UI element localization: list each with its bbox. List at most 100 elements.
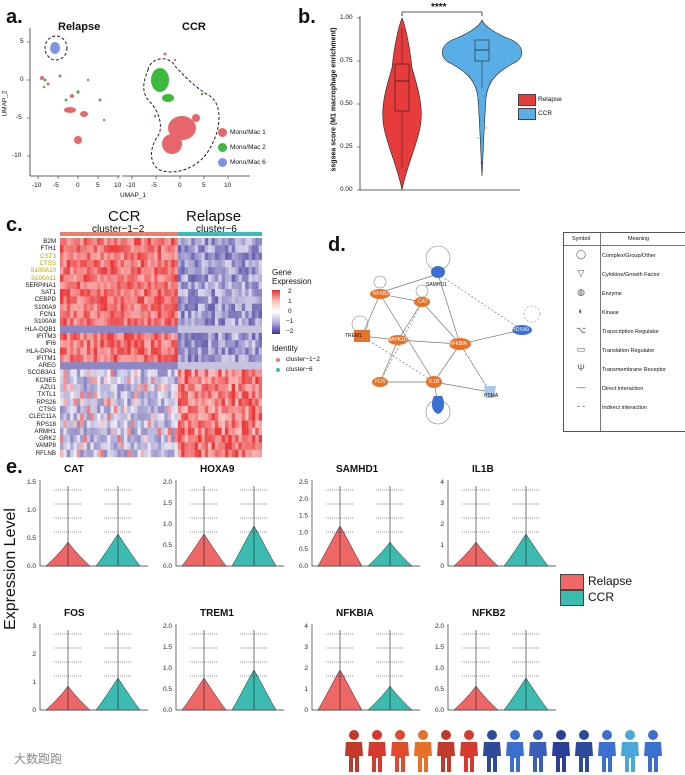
violin-ytick-2: 0.50 xyxy=(340,100,353,107)
heatmap-cell xyxy=(201,252,206,261)
heatmap-cell xyxy=(231,289,236,297)
heatmap-cell xyxy=(80,413,84,421)
heatmap-cell xyxy=(177,259,182,268)
heatmap-cell xyxy=(147,449,152,458)
heatmap-cell xyxy=(127,398,131,407)
heatmap-cell xyxy=(150,442,155,450)
heatmap-cell xyxy=(184,311,189,319)
heatmap-cell xyxy=(187,427,192,436)
heatmap-cell xyxy=(100,267,105,275)
heatmap-cell xyxy=(73,340,78,348)
heatmap-cell xyxy=(235,427,239,436)
heatmap-cell xyxy=(76,347,81,356)
heatmap-cell xyxy=(167,274,172,283)
heatmap-cell xyxy=(167,296,172,304)
e-ytick: 2.0 xyxy=(435,623,444,630)
heatmap-cell xyxy=(123,311,128,319)
heatmap-cell xyxy=(224,238,229,246)
e-violin-panel: 2.01.51.00.50.0 xyxy=(163,479,284,570)
heatmap-cell xyxy=(63,384,68,392)
heatmap-cell xyxy=(238,420,243,429)
heatmap-cell xyxy=(177,303,182,312)
heatmap-cell xyxy=(76,376,81,385)
heatmap-cell xyxy=(76,340,81,348)
e-ytick: 3 xyxy=(440,500,444,507)
heatmap-cell xyxy=(137,303,142,312)
heatmap-cell xyxy=(97,435,101,443)
heatmap-cell xyxy=(218,354,222,363)
heatmap-cell xyxy=(194,354,199,363)
heatmap-cell xyxy=(251,442,256,450)
heatmap-cell xyxy=(150,311,155,319)
heatmap-cell xyxy=(194,281,199,290)
heatmap-cell xyxy=(123,252,128,261)
heatmap-cell xyxy=(241,369,246,377)
heatmap-cell xyxy=(194,238,199,246)
heatmap-cell xyxy=(107,376,111,385)
e-ytick: 1.0 xyxy=(163,521,172,528)
heatmap-cell xyxy=(80,289,84,297)
heatmap-cell xyxy=(258,384,262,392)
heatmap-cell xyxy=(107,274,111,283)
heatmap-cell xyxy=(110,311,115,319)
heatmap-cell xyxy=(164,311,169,319)
heatmap-cell xyxy=(150,376,155,385)
heatmap-cell xyxy=(194,362,199,370)
heatmap-cell xyxy=(238,296,243,304)
heatmap-cell xyxy=(241,252,246,261)
heatmap-cell xyxy=(231,391,236,399)
heatmap-cell xyxy=(137,296,142,304)
heatmap-cell xyxy=(73,442,78,450)
heatmap-cell xyxy=(224,347,229,356)
e-ytick: 0 xyxy=(440,563,444,570)
heatmap-cell xyxy=(144,281,148,290)
heatmap-cell xyxy=(140,289,145,297)
heatmap-cell xyxy=(117,427,121,436)
heatmap-cell xyxy=(154,289,158,297)
heatmap-cell xyxy=(238,449,243,458)
heatmap-cell xyxy=(140,384,145,392)
heatmap-cell xyxy=(123,398,128,407)
heatmap-cell xyxy=(198,318,202,326)
heatmap-cell xyxy=(157,296,162,304)
umap-ccr-title: CCR xyxy=(182,21,206,33)
heatmap-cell xyxy=(231,405,236,414)
heatmap-cell xyxy=(228,296,232,304)
heatmap-cell xyxy=(137,340,142,348)
heatmap-cell xyxy=(86,274,91,283)
heatmap-cell xyxy=(130,405,135,414)
heatmap-cell xyxy=(208,427,212,436)
heatmap-cell xyxy=(137,391,142,399)
heatmap-cell xyxy=(211,267,216,275)
heatmap-cell xyxy=(60,420,64,429)
heatmap-cell xyxy=(63,296,68,304)
heatmap-cell xyxy=(228,398,232,407)
heatmap-cell xyxy=(107,245,111,253)
heatmap-cell xyxy=(90,325,94,334)
heatmap-cell xyxy=(211,245,216,253)
heatmap-cell xyxy=(231,274,236,283)
heatmap-cell xyxy=(150,238,155,246)
node-hoxa9 xyxy=(512,325,532,335)
heatmap-cell xyxy=(171,405,175,414)
heatmap-cell xyxy=(201,332,206,341)
heatmap-cell xyxy=(238,259,243,268)
heatmap-cell xyxy=(238,376,243,385)
heatmap-cell xyxy=(140,354,145,363)
heatmap-identity-bar-ccr xyxy=(60,232,178,236)
heatmap-cell xyxy=(150,259,155,268)
heatmap-cell xyxy=(255,354,259,363)
heatmap-cell xyxy=(224,369,229,377)
heatmap-cell xyxy=(258,311,262,319)
heatmap-cell xyxy=(161,384,165,392)
heatmap-cell xyxy=(171,238,175,246)
heatmap-cell xyxy=(255,449,259,458)
heatmap-cell xyxy=(97,259,101,268)
heatmap-cell xyxy=(76,384,81,392)
heatmap-cell xyxy=(164,332,169,341)
heatmap-cell xyxy=(231,259,236,268)
heatmap-cell xyxy=(211,420,216,429)
heatmap-cell xyxy=(258,362,262,370)
heatmap-cell xyxy=(110,274,115,283)
heatmap-cell xyxy=(164,405,169,414)
